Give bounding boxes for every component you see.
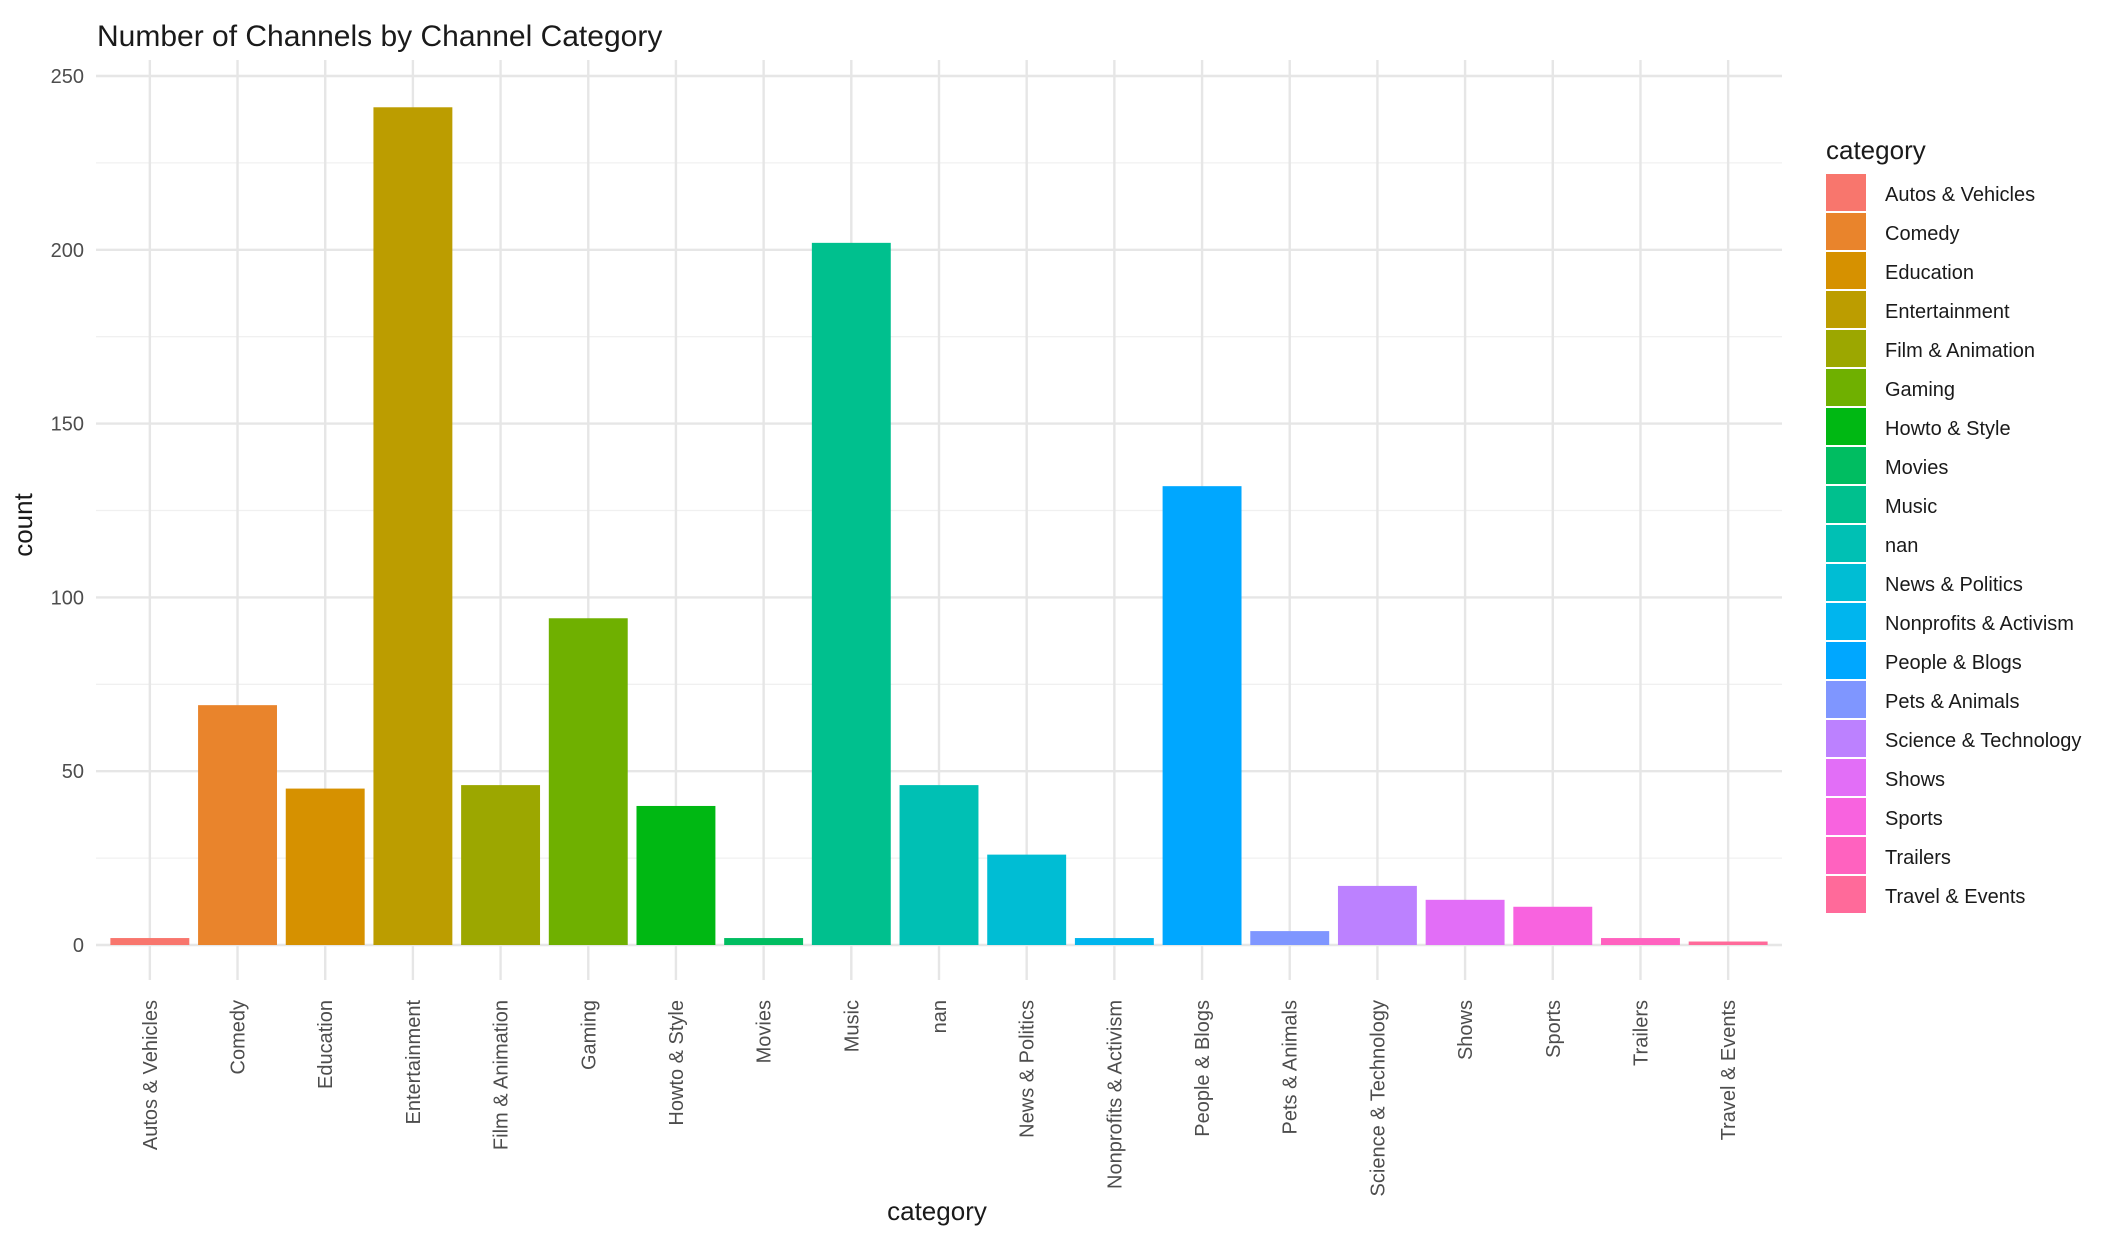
legend-label: Film & Animation (1885, 340, 2035, 362)
legend-label: Travel & Events (1885, 886, 2025, 908)
bar-14 (1337, 885, 1417, 945)
legend-key (1826, 525, 1866, 562)
x-tick-label: Movies (754, 1000, 776, 1063)
legend-label: Shows (1885, 769, 1945, 791)
bar-15 (1425, 899, 1505, 945)
legend-title: category (1826, 135, 1926, 165)
legend-key (1826, 798, 1866, 835)
legend-label: Sports (1885, 808, 1943, 830)
bar-11 (1074, 938, 1154, 945)
legend-key (1826, 213, 1866, 250)
bar-3 (373, 107, 453, 945)
bar-9 (899, 785, 979, 945)
y-tick-label: 250 (51, 66, 84, 88)
x-tick-label: Nonprofits & Activism (1104, 1000, 1126, 1189)
bar-7 (724, 938, 804, 945)
legend-key (1826, 330, 1866, 367)
legend-key (1826, 681, 1866, 718)
legend-label: Nonprofits & Activism (1885, 613, 2074, 635)
legend: category Autos & Vehicles Comedy Education… (1826, 135, 2081, 913)
bars (110, 107, 1768, 945)
x-tick-label: People & Blogs (1192, 1000, 1214, 1137)
x-tick-label: Gaming (578, 1000, 600, 1070)
x-axis-ticks: Autos & Vehicles Comedy Education Entertain… (140, 1000, 1740, 1197)
legend-key (1826, 603, 1866, 640)
legend-key (1826, 876, 1866, 913)
legend-label: Howto & Style (1885, 418, 2011, 440)
legend-key (1826, 369, 1866, 406)
bar-13 (1250, 931, 1330, 945)
legend-label: nan (1885, 535, 1918, 557)
bar-18 (1688, 941, 1768, 945)
x-tick-label: Howto & Style (666, 1000, 688, 1126)
x-axis-title: category (887, 1196, 987, 1226)
x-tick-label: Autos & Vehicles (140, 1000, 162, 1150)
legend-label: Pets & Animals (1885, 691, 2020, 713)
legend-label: Gaming (1885, 379, 1955, 401)
y-tick-label: 150 (51, 414, 84, 436)
bar-8 (811, 242, 891, 945)
legend-label: Music (1885, 496, 1937, 518)
bar-12 (1162, 486, 1242, 945)
legend-key (1826, 642, 1866, 679)
y-tick-label: 100 (51, 587, 84, 609)
x-tick-label: Science & Technology (1367, 1000, 1389, 1196)
bar-0 (110, 938, 190, 945)
x-tick-label: Comedy (228, 1000, 250, 1074)
bar-4 (461, 785, 541, 945)
y-axis-title: count (8, 492, 38, 556)
legend-key (1826, 447, 1866, 484)
y-tick-label: 200 (51, 240, 84, 262)
legend-label: News & Politics (1885, 574, 2023, 596)
bar-2 (285, 788, 365, 945)
y-axis-ticks: 0 50 100 150 200 250 (51, 66, 84, 957)
legend-key (1826, 564, 1866, 601)
x-tick-label: Education (315, 1000, 337, 1089)
x-tick-label: Film & Animation (491, 1000, 513, 1150)
bar-5 (548, 618, 628, 945)
bar-1 (198, 705, 277, 945)
x-tick-label: Shows (1455, 1000, 1477, 1060)
legend-key (1826, 252, 1866, 289)
x-tick-label: Travel & Events (1718, 1000, 1740, 1140)
legend-label: Autos & Vehicles (1885, 184, 2035, 206)
y-tick-label: 0 (73, 935, 84, 957)
bar-16 (1513, 906, 1593, 945)
legend-label: Education (1885, 262, 1974, 284)
legend-key (1826, 720, 1866, 757)
legend-label: Science & Technology (1885, 730, 2081, 752)
legend-key (1826, 486, 1866, 523)
legend-label: Comedy (1885, 223, 1959, 245)
x-tick-label: Trailers (1630, 1000, 1652, 1066)
legend-label: People & Blogs (1885, 652, 2022, 674)
legend-label: Trailers (1885, 847, 1951, 869)
legend-key (1826, 759, 1866, 796)
x-tick-label: Sports (1543, 1000, 1565, 1058)
bar-6 (636, 805, 716, 945)
legend-key (1826, 174, 1866, 211)
legend-key (1826, 408, 1866, 445)
x-tick-label: News & Politics (1017, 1000, 1039, 1138)
x-tick-label: Music (841, 1000, 863, 1052)
bar-10 (987, 854, 1067, 945)
bar-17 (1601, 938, 1680, 945)
legend-key (1826, 291, 1866, 328)
x-tick-label: Entertainment (403, 1000, 425, 1125)
legend-label: Entertainment (1885, 301, 2010, 323)
chart-title: Number of Channels by Channel Category (97, 20, 662, 53)
x-tick-label: Pets & Animals (1280, 1000, 1302, 1135)
x-tick-label: nan (929, 1000, 951, 1033)
legend-label: Movies (1885, 457, 1948, 479)
legend-key (1826, 837, 1866, 874)
y-tick-label: 50 (62, 761, 84, 783)
